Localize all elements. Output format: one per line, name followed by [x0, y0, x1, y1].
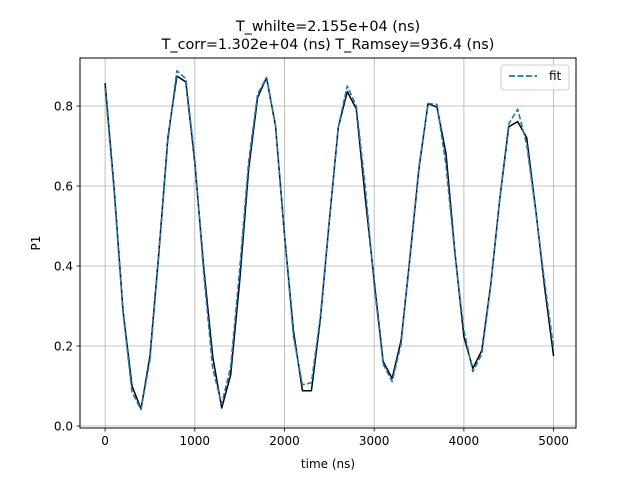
y-tick-label: 0.6 — [54, 179, 73, 193]
legend-box — [500, 64, 570, 91]
legend: fit — [500, 64, 570, 91]
y-tick-label: 0.0 — [54, 419, 73, 433]
series-group — [104, 70, 555, 411]
chart-title-line-1: T_whilte=2.155e+04 (ns) — [235, 19, 420, 35]
y-tick-label: 0.2 — [54, 339, 73, 353]
y-tick-label: 0.8 — [54, 99, 73, 113]
fit-line — [104, 70, 555, 411]
x-tick-label: 4000 — [449, 434, 480, 448]
x-tick-label: 0 — [101, 434, 109, 448]
y-axis-label: P1 — [29, 236, 43, 251]
x-tick-label: 2000 — [269, 434, 300, 448]
plot-area-frame — [79, 57, 577, 429]
legend-fit-label: fit — [549, 69, 562, 83]
x-tick-label: 3000 — [359, 434, 390, 448]
x-tick-label: 1000 — [180, 434, 211, 448]
ticks: 0 1000 2000 3000 4000 5000 0.0 0.2 0.4 0.6 0.8 — [54, 99, 569, 448]
x-axis-label: time (ns) — [301, 457, 355, 471]
y-tick-label: 0.4 — [54, 259, 73, 273]
x-tick-label: 5000 — [538, 434, 569, 448]
chart-title-line-2: T_corr=1.302e+04 (ns) T_Ramsey=936.4 (ns… — [161, 37, 495, 53]
